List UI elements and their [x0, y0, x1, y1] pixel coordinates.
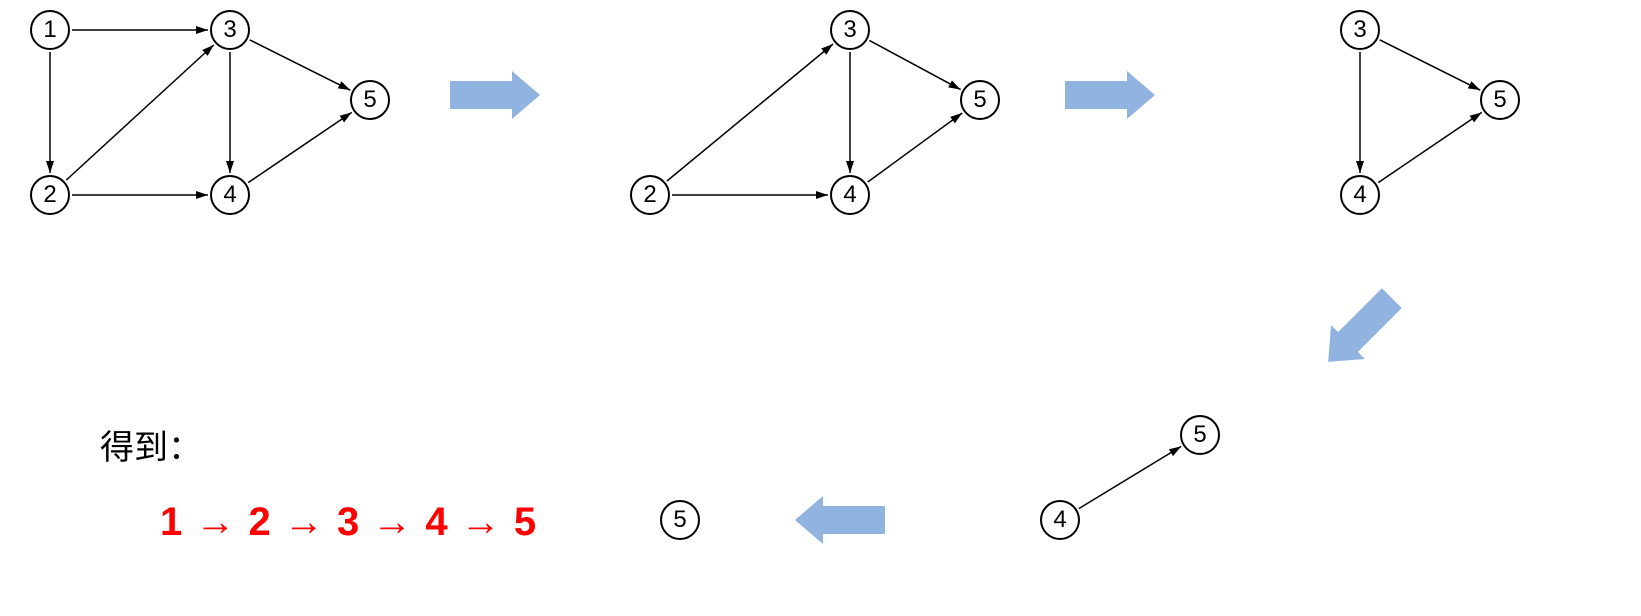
node-5: 5	[1180, 415, 1220, 455]
result-sequence: 1 → 2 → 3 → 4 → 5	[160, 500, 537, 545]
flow-arrow-a2	[1065, 71, 1155, 119]
node-4: 4	[830, 175, 870, 215]
edge-3-4	[846, 52, 854, 173]
edge-1-2	[46, 52, 54, 173]
edge-4-5	[868, 113, 962, 182]
edge-3-5	[250, 40, 351, 90]
edge-2-4	[672, 191, 828, 199]
node-5: 5	[1480, 80, 1520, 120]
node-4: 4	[1340, 175, 1380, 215]
edge-2-4	[72, 191, 208, 199]
edge-3-4	[226, 52, 234, 173]
edge-2-3	[667, 44, 833, 181]
node-4: 4	[1040, 500, 1080, 540]
result-label: 得到：	[100, 420, 202, 469]
flow-arrow-a1	[450, 71, 540, 119]
node-5: 5	[350, 80, 390, 120]
flow-arrow-a4	[795, 496, 885, 544]
node-4: 4	[210, 175, 250, 215]
flow-arrow-a3	[1311, 281, 1409, 379]
node-1: 1	[30, 10, 70, 50]
edge-4-5	[1378, 112, 1482, 182]
node-3: 3	[210, 10, 250, 50]
edge-4-5	[1079, 446, 1181, 508]
node-3: 3	[830, 10, 870, 50]
node-3: 3	[1340, 10, 1380, 50]
edge-4-5	[248, 112, 352, 182]
edge-3-4	[1356, 52, 1364, 173]
edge-2-3	[66, 45, 214, 180]
edge-3-5	[869, 40, 960, 89]
node-5: 5	[960, 80, 1000, 120]
edge-1-3	[72, 26, 208, 34]
node-2: 2	[630, 175, 670, 215]
edge-3-5	[1380, 40, 1481, 90]
node-2: 2	[30, 175, 70, 215]
node-5: 5	[660, 500, 700, 540]
diagram-canvas: 1 3 2 4 5 3 2 4 5 3 4 5 4 5 5 得到： 1 → 2 → 3 → 4 → 5	[0, 0, 1641, 616]
